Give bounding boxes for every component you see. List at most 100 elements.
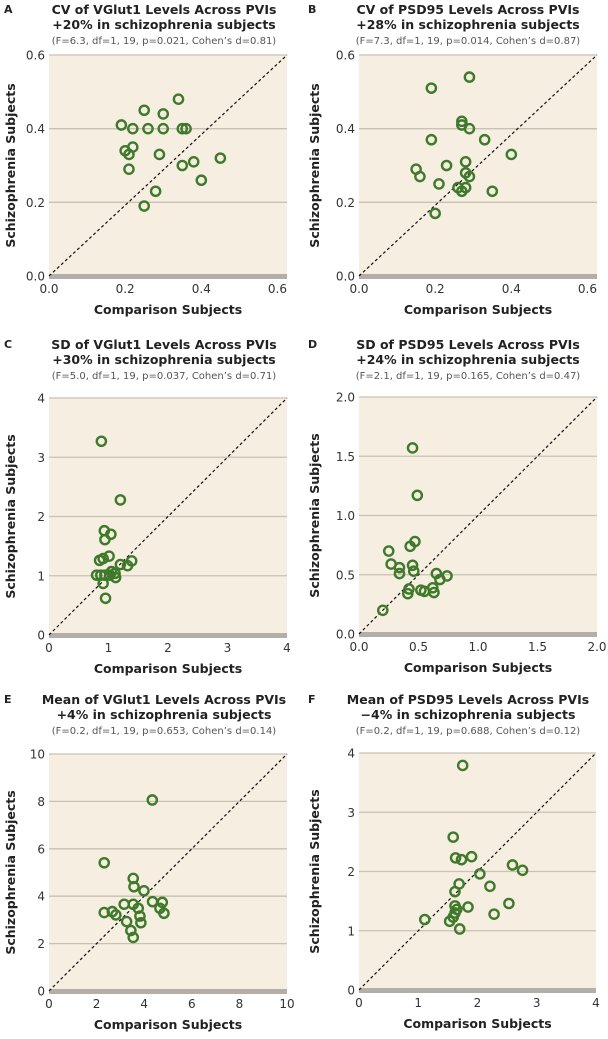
chart-subtitle: −4% in schizophrenia subjects <box>361 707 576 722</box>
data-point <box>401 587 414 600</box>
data-point <box>142 122 154 135</box>
y-tick-label: 1 <box>37 569 45 583</box>
data-point <box>176 159 189 172</box>
data-point <box>176 122 189 135</box>
data-point <box>214 152 227 164</box>
data-point <box>125 924 137 937</box>
data-point <box>128 880 140 893</box>
data-point <box>138 104 150 117</box>
chart-subtitle: +24% in schizophrenia subjects <box>356 352 580 367</box>
x-tick-label: 0.0 <box>39 282 58 296</box>
y-tick-label: 4 <box>37 392 45 406</box>
y-tick-label: 3 <box>37 451 45 465</box>
data-point <box>425 133 438 146</box>
y-axis-label: Schizophrenia Subjects <box>307 789 322 953</box>
data-point <box>463 71 476 83</box>
x-axis-baseline <box>359 632 597 637</box>
x-tick-label: 0.4 <box>502 282 521 296</box>
x-tick-label: 2 <box>164 641 172 655</box>
x-tick-label: 2.0 <box>587 640 606 654</box>
data-point <box>465 850 478 863</box>
data-point <box>97 552 109 565</box>
data-point <box>462 901 474 913</box>
x-tick-label: 6 <box>188 997 196 1011</box>
data-point <box>407 565 420 577</box>
data-point <box>478 133 491 146</box>
panel-letter: F <box>308 693 316 706</box>
data-point <box>411 489 424 502</box>
data-point <box>114 494 127 506</box>
data-point <box>406 559 419 572</box>
data-point <box>440 159 453 172</box>
panel-e: E Mean of VGlut1 Levels Across PVIs+4% in… <box>3 692 295 1032</box>
x-axis-label: Comparison Subjects <box>94 661 242 676</box>
data-point <box>110 909 122 921</box>
y-tick-label: 0 <box>347 984 355 998</box>
identity-line <box>358 54 598 277</box>
identity-line <box>358 396 598 635</box>
x-axis-label: Comparison Subjects <box>404 302 552 317</box>
data-point <box>156 896 169 909</box>
x-tick-label: 0.0 <box>349 640 368 654</box>
data-point <box>425 82 438 94</box>
x-tick-label: 1 <box>105 641 113 655</box>
data-point <box>134 910 146 922</box>
x-tick-label: 1 <box>414 996 422 1010</box>
y-tick-label: 0.5 <box>336 568 355 582</box>
data-point <box>382 545 395 557</box>
y-tick-label: 0.0 <box>336 628 355 642</box>
chart-stats: (F=0.2, df=1, 19, p=0.688, Cohen’s d=0.1… <box>356 726 581 737</box>
data-point <box>406 442 419 454</box>
y-tick-label: 4 <box>347 747 355 761</box>
panel-b: B CV of PSD95 Levels Across PVIs+28% in s… <box>307 2 598 317</box>
x-tick-label: 0.6 <box>268 282 287 296</box>
x-tick-label: 2 <box>474 996 482 1010</box>
data-point <box>429 207 441 220</box>
data-point <box>449 852 462 864</box>
data-point <box>135 916 147 929</box>
data-point <box>443 915 456 928</box>
panel-a: A CV of VGlut1 Levels Across PVIs+20% in … <box>3 2 288 317</box>
y-axis-label: Schizophrenia Subjects <box>3 83 18 247</box>
identity-line <box>48 397 288 636</box>
chart-title: CV of PSD95 Levels Across PVIs <box>356 2 579 17</box>
data-point <box>97 577 109 590</box>
x-axis-label: Comparison Subjects <box>94 302 242 317</box>
panel-letter: C <box>4 338 12 351</box>
chart-stats: (F=7.3, df=1, 19, p=0.014, Cohen’s d=0.8… <box>356 36 581 47</box>
data-point <box>153 148 166 161</box>
data-point <box>126 122 139 135</box>
data-point <box>157 108 170 120</box>
data-point <box>441 570 453 582</box>
x-tick-label: 0 <box>45 641 53 655</box>
chart-title: SD of PSD95 Levels Across PVIs <box>356 337 580 352</box>
identity-line <box>48 753 288 992</box>
y-tick-label: 3 <box>347 806 355 820</box>
y-axis-label: Schizophrenia Subjects <box>307 433 322 597</box>
data-point <box>99 592 112 605</box>
data-point <box>486 185 499 198</box>
panel-f: F Mean of PSD95 Levels Across PVIs−4% in … <box>307 692 600 1031</box>
data-point <box>428 586 440 599</box>
x-tick-label: 1.0 <box>468 640 487 654</box>
x-axis-baseline <box>49 989 287 994</box>
chart-stats: (F=0.2, df=1, 19, p=0.653, Cohen’s d=0.1… <box>52 726 277 737</box>
chart-subtitle: +30% in schizophrenia subjects <box>52 352 276 367</box>
data-point <box>187 156 200 168</box>
x-axis-baseline <box>359 988 596 993</box>
data-point <box>95 435 108 448</box>
chart-subtitle: +20% in schizophrenia subjects <box>52 17 276 32</box>
x-axis-baseline <box>49 274 287 279</box>
identity-line <box>358 752 597 991</box>
y-tick-label: 0.2 <box>26 196 45 210</box>
data-point <box>109 571 122 584</box>
data-point <box>393 561 406 574</box>
data-point <box>403 583 415 595</box>
data-point <box>426 581 439 594</box>
x-tick-label: 0 <box>355 996 363 1010</box>
x-axis-baseline <box>49 633 287 638</box>
y-axis-label: Schizophrenia Subjects <box>3 434 18 598</box>
data-point <box>456 759 469 772</box>
y-axis-label: Schizophrenia Subjects <box>3 790 18 954</box>
